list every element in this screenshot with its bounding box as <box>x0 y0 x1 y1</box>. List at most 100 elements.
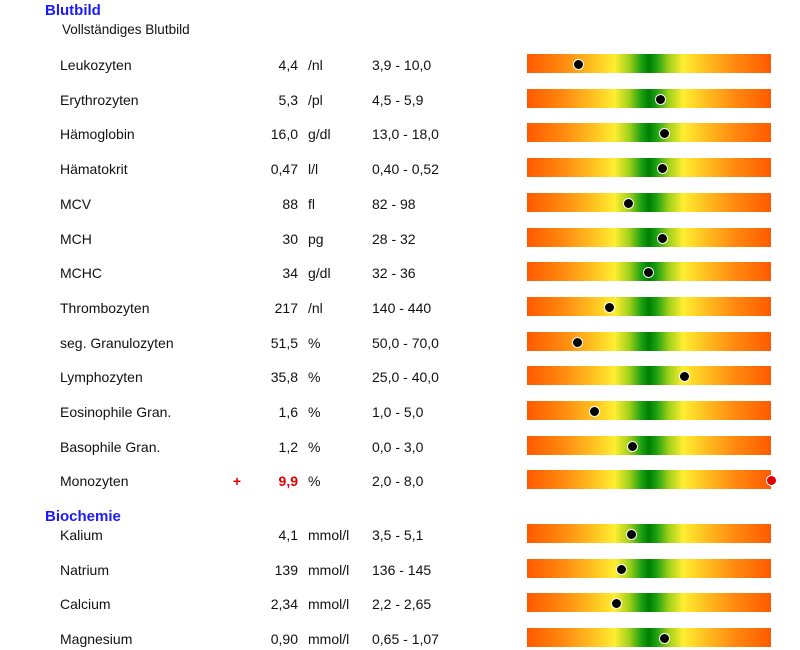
value-marker <box>603 301 615 313</box>
test-name: Kalium <box>60 527 103 543</box>
section-title-blutbild: Blutbild <box>45 2 101 19</box>
test-unit: mmol/l <box>308 596 350 613</box>
result-row: Hämoglobin 16,0 g/dl 13,0 - 18,0 <box>0 123 800 145</box>
test-unit: mmol/l <box>308 561 350 578</box>
reference-gradient-bar <box>527 54 771 73</box>
value-marker <box>623 197 635 209</box>
value-marker <box>657 232 669 244</box>
result-row: Kalium 4,1 mmol/l 3,5 - 5,1 <box>0 524 800 546</box>
test-unit: /nl <box>308 299 323 316</box>
test-unit: pg <box>308 230 324 247</box>
reference-range: 2,0 - 8,0 <box>372 473 424 490</box>
reference-gradient-bar <box>527 401 771 420</box>
test-name: Hämatokrit <box>60 161 128 178</box>
test-unit: % <box>308 404 321 420</box>
reference-range: 3,9 - 10,0 <box>372 57 432 73</box>
test-value: 4,1 <box>278 527 298 543</box>
test-value: 88 <box>282 195 298 212</box>
value-marker <box>766 475 777 487</box>
reference-range: 4,5 - 5,9 <box>372 91 424 108</box>
test-value: 30 <box>282 230 298 247</box>
reference-gradient-bar <box>527 366 771 386</box>
test-value: 0,90 <box>270 631 298 648</box>
abnormal-flag: + <box>232 473 242 490</box>
result-row: Lymphozyten 35,8% 25,0 - 40,0 <box>0 366 800 388</box>
test-value: 217 <box>274 299 298 316</box>
test-name: seg. Granulozyten <box>60 334 174 351</box>
value-marker <box>657 163 669 175</box>
value-marker <box>589 406 601 417</box>
test-unit: /pl <box>308 91 323 108</box>
reference-gradient-bar <box>527 88 771 108</box>
reference-range: 0,40 - 0,52 <box>372 161 439 178</box>
test-name: Natrium <box>60 561 110 578</box>
test-name: Eosinophile Gran. <box>60 404 172 420</box>
reference-gradient-bar <box>527 262 771 282</box>
test-name: MCH <box>60 230 92 247</box>
result-row: Monozyten +9,9% 2,0 - 8,0 <box>0 470 800 492</box>
value-marker <box>626 440 638 452</box>
test-value: 9,9 <box>278 473 298 490</box>
result-row: Calcium 2,34 mmol/l 2,2 - 2,65 <box>0 593 800 615</box>
test-unit: fl <box>308 195 315 212</box>
reference-range: 0,65 - 1,07 <box>372 631 439 648</box>
reference-range: 13,0 - 18,0 <box>372 126 439 143</box>
reference-gradient-bar <box>527 558 771 578</box>
result-row: MCHC 34 g/dl 32 - 36 <box>0 262 800 284</box>
test-name: Leukozyten <box>60 57 132 73</box>
test-unit: /nl <box>308 57 323 73</box>
reference-gradient-bar <box>527 192 771 212</box>
reference-gradient-bar <box>527 593 771 613</box>
test-value: 1,2 <box>278 438 298 455</box>
test-value: 139 <box>274 561 298 578</box>
test-value: 35,8 <box>270 369 298 386</box>
reference-gradient-bar <box>527 123 771 143</box>
test-value: 34 <box>282 265 298 282</box>
test-unit: % <box>308 438 321 455</box>
reference-range: 2,2 - 2,65 <box>372 596 432 613</box>
reference-range: 136 - 145 <box>372 561 432 578</box>
value-marker <box>611 598 623 610</box>
test-name: MCHC <box>60 265 102 282</box>
test-unit: g/dl <box>308 126 331 143</box>
reference-gradient-bar <box>527 158 771 178</box>
reference-gradient-bar <box>527 435 771 455</box>
result-row: Natrium 139 mmol/l 136 - 145 <box>0 558 800 581</box>
reference-gradient-bar <box>527 227 771 247</box>
test-name: Magnesium <box>60 631 133 648</box>
reference-range: 50,0 - 70,0 <box>372 334 439 351</box>
result-row: Hämatokrit 0,47 l/l 0,40 - 0,52 <box>0 158 800 180</box>
reference-gradient-bar <box>527 628 771 648</box>
test-unit: mmol/l <box>308 631 350 648</box>
result-row: Magnesium 0,90 mmol/l 0,65 - 1,07 <box>0 628 800 650</box>
test-name: Calcium <box>60 596 111 613</box>
test-value: 0,47 <box>270 161 298 178</box>
test-unit: mmol/l <box>308 527 350 543</box>
test-value: 5,3 <box>278 91 298 108</box>
section-title-biochemie: Biochemie <box>45 508 121 525</box>
test-unit: % <box>308 369 321 386</box>
result-row: Thrombozyten 217/nl 140 - 440 <box>0 296 800 319</box>
reference-range: 0,0 - 3,0 <box>372 438 424 455</box>
value-marker <box>658 128 670 140</box>
section-subtitle-blutbild: Vollständiges Blutbild <box>62 22 190 37</box>
result-row: Erythrozyten 5,3/pl 4,5 - 5,9 <box>0 88 800 111</box>
reference-gradient-bar <box>527 296 771 316</box>
test-value: 2,34 <box>270 596 298 613</box>
test-unit: l/l <box>308 161 319 178</box>
reference-range: 32 - 36 <box>372 265 416 282</box>
value-marker <box>654 93 666 105</box>
reference-range: 1,0 - 5,0 <box>372 404 424 420</box>
reference-range: 82 - 98 <box>372 195 416 212</box>
test-name: Monozyten <box>60 473 129 490</box>
test-value: 16,0 <box>270 126 298 143</box>
test-unit: % <box>308 473 321 490</box>
value-marker <box>572 336 584 348</box>
result-row: MCV 88 fl 82 - 98 <box>0 192 800 215</box>
reference-range: 3,5 - 5,1 <box>372 527 424 543</box>
test-name: MCV <box>60 195 92 212</box>
value-marker <box>615 563 627 575</box>
test-name: Basophile Gran. <box>60 438 161 455</box>
test-value: 51,5 <box>270 334 298 351</box>
value-marker <box>573 59 585 70</box>
